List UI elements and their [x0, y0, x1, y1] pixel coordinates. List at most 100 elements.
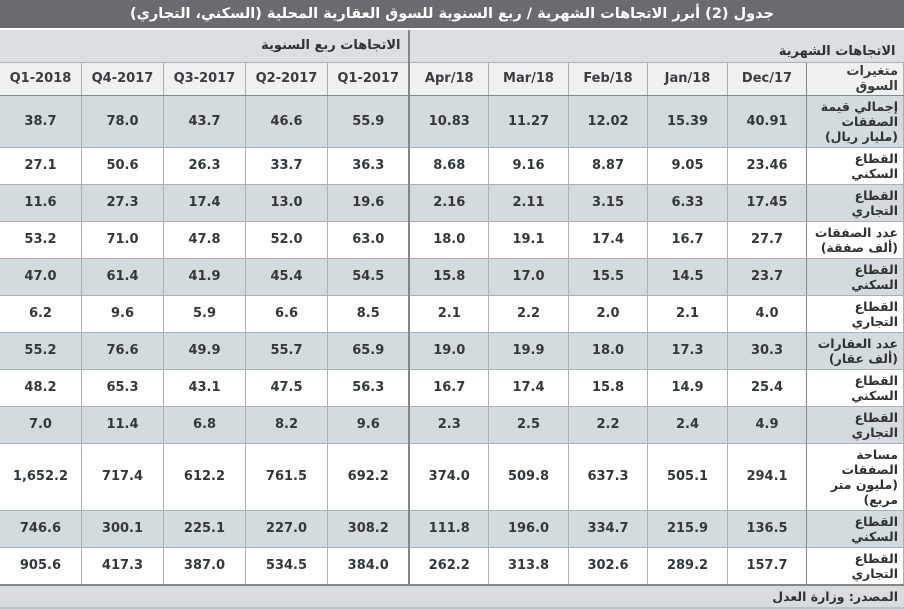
table-row: القطاع التجاري 4.0 2.1 2.0 2.2 2.1 8.5 6.6 5.9 9.…: [0, 294, 904, 333]
table-cell: 46.6: [244, 94, 328, 148]
table-row: عدد الصفقات (ألف صفقة) 27.7 16.7 17.4 19.1 18…: [0, 220, 904, 259]
table-cell: 23.7: [727, 257, 807, 296]
table-row: القطاع السكني 136.5 215.9 334.7 196.0 111.8 30…: [0, 509, 904, 548]
table-cell: 2.0: [568, 294, 648, 333]
table-cell: 294.1: [727, 442, 807, 511]
table-cell: 25.4: [727, 368, 807, 407]
table-cell: 18.0: [568, 331, 648, 370]
table-cell: 19.1: [488, 220, 569, 259]
table-cell: 637.3: [568, 442, 648, 511]
table-cell: 17.4: [162, 183, 246, 222]
table-cell: 43.7: [162, 94, 246, 148]
row-label: عدد الصفقات (ألف صفقة): [806, 220, 904, 259]
table-cell: 227.0: [244, 509, 328, 548]
table-cell: 300.1: [80, 509, 164, 548]
table-cell: 2.1: [647, 294, 728, 333]
column-header: Mar/18: [488, 61, 569, 96]
table-cell: 9.6: [80, 294, 164, 333]
table-cell: 36.3: [326, 146, 410, 185]
row-label: القطاع التجاري: [806, 294, 904, 333]
column-header-market-variables: متغيرات السوق: [806, 61, 904, 96]
table-cell: 78.0: [80, 94, 164, 148]
table-cell: 52.0: [244, 220, 328, 259]
table-cell: 53.2: [0, 220, 82, 259]
table-body: إجمالي قيمة الصفقات (مليار ريال) 40.91 15.…: [0, 94, 904, 585]
column-header: Jan/18: [647, 61, 728, 96]
table-cell: 45.4: [244, 257, 328, 296]
table-cell: 717.4: [80, 442, 164, 511]
table-cell: 54.5: [326, 257, 410, 296]
table-cell: 17.4: [488, 368, 569, 407]
table-cell: 40.91: [727, 94, 807, 148]
table-cell: 302.6: [568, 546, 648, 585]
table-cell: 196.0: [488, 509, 569, 548]
table-cell: 65.9: [326, 331, 410, 370]
table-cell: 509.8: [488, 442, 569, 511]
table-cell: 47.8: [162, 220, 246, 259]
column-header: 2017-Q2: [244, 61, 328, 96]
table-cell: 6.8: [162, 405, 246, 444]
table-cell: 19.9: [488, 331, 569, 370]
table-cell: 12.02: [568, 94, 648, 148]
table-cell: 2.2: [488, 294, 569, 333]
table-cell: 746.6: [0, 509, 82, 548]
table-cell: 17.4: [568, 220, 648, 259]
table-cell: 9.05: [647, 146, 728, 185]
table-cell: 63.0: [326, 220, 410, 259]
row-label: عدد العقارات (ألف عقار): [806, 331, 904, 370]
table-cell: 6.33: [647, 183, 728, 222]
row-label: إجمالي قيمة الصفقات (مليار ريال): [806, 94, 904, 148]
table-cell: 16.7: [647, 220, 728, 259]
group-header-monthly: الاتجاهات الشهرية: [408, 30, 904, 63]
table-cell: 374.0: [408, 442, 490, 511]
table-cell: 19.6: [326, 183, 410, 222]
table-cell: 55.7: [244, 331, 328, 370]
table-cell: 27.3: [80, 183, 164, 222]
table-row: القطاع التجاري 17.45 6.33 3.15 2.11 2.16 19.6 1…: [0, 183, 904, 222]
table-cell: 3.15: [568, 183, 648, 222]
table-cell: 13.0: [244, 183, 328, 222]
table-cell: 384.0: [326, 546, 410, 585]
row-label: القطاع السكني: [806, 146, 904, 185]
table-cell: 505.1: [647, 442, 728, 511]
table-cell: 8.87: [568, 146, 648, 185]
table-cell: 61.4: [80, 257, 164, 296]
table-row: القطاع التجاري 4.9 2.4 2.2 2.5 2.3 9.6 8.2 6.8 11…: [0, 405, 904, 444]
table-cell: 534.5: [244, 546, 328, 585]
table-cell: 71.0: [80, 220, 164, 259]
table-cell: 6.6: [244, 294, 328, 333]
table-cell: 8.2: [244, 405, 328, 444]
table-cell: 15.39: [647, 94, 728, 148]
table-cell: 43.1: [162, 368, 246, 407]
table-cell: 334.7: [568, 509, 648, 548]
table-row: القطاع التجاري 157.7 289.2 302.6 313.8 262.2 3…: [0, 546, 904, 585]
table-cell: 417.3: [80, 546, 164, 585]
table-cell: 11.4: [80, 405, 164, 444]
table-cell: 49.9: [162, 331, 246, 370]
row-label: القطاع التجاري: [806, 405, 904, 444]
table-cell: 2.5: [488, 405, 569, 444]
table-cell: 33.7: [244, 146, 328, 185]
row-label: القطاع السكني: [806, 368, 904, 407]
column-header-row: متغيرات السوق Dec/17 Jan/18 Feb/18 Mar/18 Apr…: [0, 61, 904, 96]
group-header-row: الاتجاهات الشهرية الاتجاهات ربع السنوية: [0, 30, 904, 63]
table-cell: 9.6: [326, 405, 410, 444]
table-cell: 55.9: [326, 94, 410, 148]
column-header: 2018-Q1: [0, 61, 82, 96]
table-cell: 65.3: [80, 368, 164, 407]
table-cell: 38.7: [0, 94, 82, 148]
table-row: إجمالي قيمة الصفقات (مليار ريال) 40.91 15.…: [0, 94, 904, 148]
table-cell: 14.9: [647, 368, 728, 407]
table-cell: 7.0: [0, 405, 82, 444]
table-cell: 262.2: [408, 546, 490, 585]
table-row: مساحة الصفقات (مليون متر مربع) 294.1 505.1…: [0, 442, 904, 511]
table-cell: 5.9: [162, 294, 246, 333]
row-label: القطاع التجاري: [806, 546, 904, 585]
table-row: القطاع السكني 23.46 9.05 8.87 9.16 8.68 36.3 33…: [0, 146, 904, 185]
table-cell: 2.4: [647, 405, 728, 444]
table-cell: 19.0: [408, 331, 490, 370]
row-label: القطاع التجاري: [806, 183, 904, 222]
table-cell: 8.5: [326, 294, 410, 333]
data-table: الاتجاهات الشهرية الاتجاهات ربع السنوية …: [0, 30, 904, 585]
table-cell: 2.16: [408, 183, 490, 222]
